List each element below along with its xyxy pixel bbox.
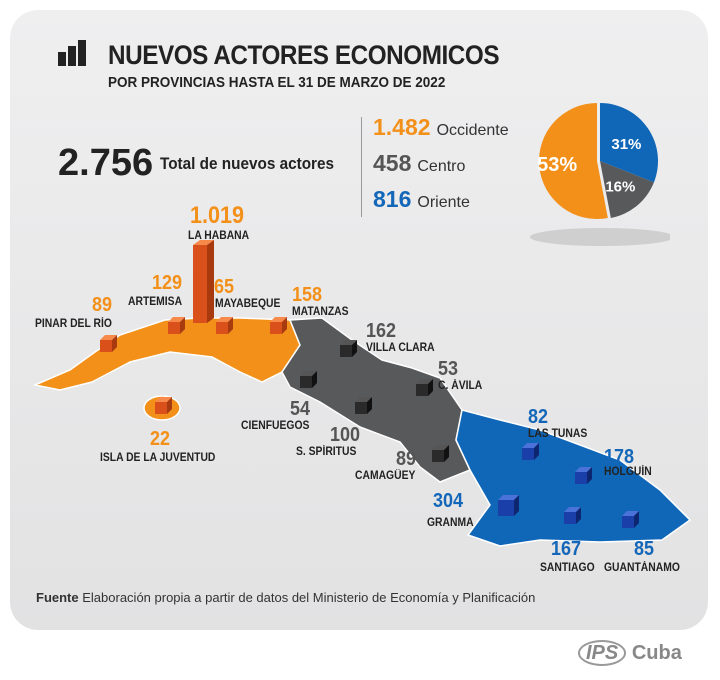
province-value: 162	[366, 320, 397, 342]
province-name: PINAR DEL RÍO	[35, 318, 112, 330]
province-value: 89	[396, 448, 417, 470]
province-cube-marker	[564, 507, 581, 524]
province-name: VILLA CLARA	[366, 342, 435, 354]
province-name: ISLA DE LA JUVENTUD	[100, 452, 216, 464]
cuba-map	[35, 240, 690, 546]
source-note: Fuente Elaboración propia a partir de da…	[36, 590, 536, 605]
province-cube-marker	[498, 495, 519, 516]
province-value: 178	[604, 446, 635, 468]
province-value: 54	[290, 398, 311, 420]
divider	[361, 117, 362, 217]
province-name: C. ÁVILA	[438, 380, 483, 392]
pie-slice-occidente	[539, 103, 608, 219]
province-cube-marker	[270, 317, 287, 334]
pie-slice-oriente	[600, 103, 658, 183]
province-name: LAS TUNAS	[528, 428, 588, 440]
province-value: 89	[92, 294, 113, 316]
page-title: NUEVOS ACTORES ECONOMICOS	[108, 40, 500, 70]
bar-chart-icon	[58, 40, 86, 66]
province-cube-marker	[432, 445, 449, 462]
province-name: S. SPÍRITUS	[296, 446, 357, 458]
province-value: 82	[528, 406, 549, 428]
province-name: GUANTÁNAMO	[604, 562, 680, 574]
pie-label: 16%	[605, 179, 635, 196]
pie-label: 31%	[611, 136, 641, 153]
ips-cuba-logo: IPS Cuba	[578, 640, 682, 666]
province-cube-marker	[300, 371, 317, 388]
province-value: 167	[551, 538, 582, 560]
province-name: ARTEMISA	[128, 296, 183, 308]
province-value: 65	[214, 276, 235, 298]
region-occidente: 1.482 Occidente	[373, 114, 509, 140]
pie-slice-centro	[600, 161, 654, 218]
province-name: CAMAGÜEY	[355, 470, 416, 482]
province-value: 1.019	[190, 202, 245, 229]
habana-bar	[193, 245, 207, 323]
province-cube-marker	[168, 317, 185, 334]
province-value: 22	[150, 428, 171, 450]
province-cube-marker	[355, 397, 372, 414]
province-cube-marker	[575, 467, 592, 484]
province-value: 129	[152, 272, 183, 294]
province-name: MATANZAS	[292, 306, 349, 318]
page-subtitle: POR PROVINCIAS HASTA EL 31 DE MARZO DE 2…	[108, 74, 446, 91]
province-cube-marker	[340, 340, 357, 357]
region-centro: 458 Centro	[373, 150, 466, 176]
province-cube-marker	[416, 379, 433, 396]
province-name: MAYABEQUE	[215, 298, 281, 310]
province-value: 100	[330, 424, 361, 446]
province-cube-marker	[100, 335, 117, 352]
pie-label: 53%	[537, 154, 577, 176]
province-cube-marker	[216, 317, 233, 334]
province-cube-marker	[622, 511, 639, 528]
province-value: 53	[438, 358, 459, 380]
map-region-centro	[281, 317, 472, 483]
total-value: 2.756	[58, 142, 154, 184]
total-label: Total de nuevos actores	[160, 154, 335, 173]
province-value: 85	[634, 538, 655, 560]
province-name: GRANMA	[427, 517, 474, 529]
province-cube-marker	[522, 443, 539, 460]
province-name: LA HABANA	[188, 230, 250, 242]
province-markers	[193, 240, 214, 323]
province-value: 304	[433, 490, 464, 512]
province-cube-marker	[155, 397, 172, 414]
province-value: 158	[292, 284, 323, 306]
region-oriente: 816 Oriente	[373, 186, 470, 212]
pie-shadow	[530, 228, 670, 246]
pie-chart: 31% 16% 53%	[530, 103, 670, 246]
province-name: CIENFUEGOS	[241, 420, 310, 432]
province-name: SANTIAGO	[540, 562, 595, 574]
province-name: HOLGUÍN	[604, 466, 652, 478]
